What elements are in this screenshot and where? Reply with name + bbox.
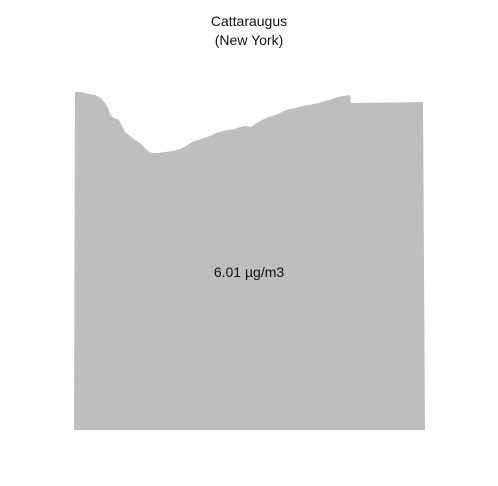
county-value-label: 6.01 µg/m3 xyxy=(213,264,285,280)
map-title-block: Cattaraugus (New York) xyxy=(0,12,498,50)
county-shape-cattaraugus xyxy=(74,92,425,430)
map-subtitle: (New York) xyxy=(214,32,284,48)
map-title: Cattaraugus xyxy=(210,13,288,29)
